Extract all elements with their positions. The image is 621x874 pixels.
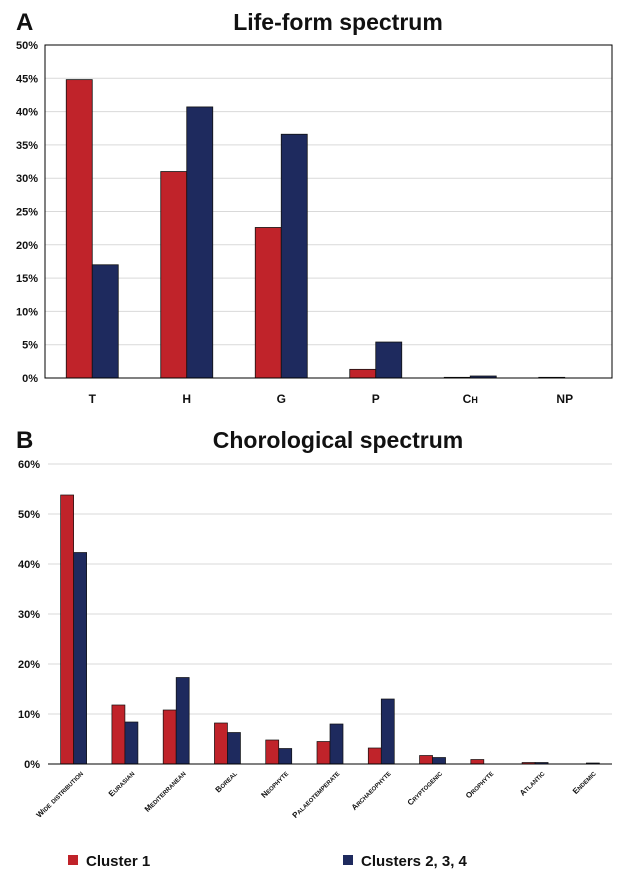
panel-b-bar-eurasian-series-1 xyxy=(111,704,126,765)
panel-b-bar-eurasian-series-2 xyxy=(124,721,139,765)
panel-a-y-tick-30: 30% xyxy=(16,173,38,185)
panel-b-bar-archaeophyte-series-1 xyxy=(367,747,382,765)
panel-b-bar-palaeotemperate-series-1 xyxy=(316,741,331,765)
panel-a-plot-frame xyxy=(44,44,613,379)
panel-a-x-tick-t: T xyxy=(89,392,97,406)
panel-a-letter: A xyxy=(16,9,33,36)
panel-a-y-tick-25: 25% xyxy=(16,207,38,219)
panel-a-y-tick-20: 20% xyxy=(16,240,38,252)
panel-a-y-tick-0: 0% xyxy=(22,373,38,385)
panel-b-bars xyxy=(60,494,600,765)
panel-a-y-tick-50: 50% xyxy=(16,40,38,52)
legend-label-clusters-2-3-4: Clusters 2, 3, 4 xyxy=(361,853,468,870)
panel-b-y-tick-40: 40% xyxy=(18,559,40,571)
panel-b-x-tick-endemic: Endemic xyxy=(571,769,598,796)
panel-a-y-tick-5: 5% xyxy=(22,340,38,352)
panel-a-bar-g-series-1 xyxy=(254,227,282,379)
panel-a-x-tick-p: P xyxy=(372,392,380,406)
panel-b-y-tick-0: 0% xyxy=(24,759,40,771)
panel-b-y-tick-30: 30% xyxy=(18,609,40,621)
panel-b-x-tick-neophyte: Neophyte xyxy=(259,769,290,800)
panel-b-letter: B xyxy=(16,427,33,454)
legend-label-cluster-1: Cluster 1 xyxy=(86,853,150,870)
panel-b-x-tick-boreal: Boreal xyxy=(214,769,240,795)
panel-a-y-tick-45: 45% xyxy=(16,73,38,85)
panel-a-bar-h-series-2 xyxy=(186,106,214,379)
panel-b-x-tick-cryptogenic: Cryptogenic xyxy=(406,769,445,808)
panel-a-gridlines xyxy=(45,44,612,379)
panel-b-x-tick-mediterranean: Mediterranean xyxy=(143,769,188,814)
panel-a-bar-t-series-1 xyxy=(65,79,93,379)
panel-b-bar-boreal-series-1 xyxy=(214,722,228,765)
panel-b-title: Chorological spectrum xyxy=(213,427,463,453)
panel-b-bar-orophyte-series-1 xyxy=(470,759,485,765)
legend: Cluster 1 Clusters 2, 3, 4 xyxy=(68,853,468,870)
panel-a-bars xyxy=(65,79,566,379)
panel-a-title: Life-form spectrum xyxy=(233,9,443,35)
panel-b-bar-cryptogenic-series-2 xyxy=(432,757,446,765)
panel-a-x-tick-np: NP xyxy=(556,392,573,406)
panel-a-y-tick-10: 10% xyxy=(16,306,38,318)
panel-b-bar-archaeophyte-series-2 xyxy=(380,698,395,765)
legend-swatch-cluster-1 xyxy=(68,855,78,865)
panel-a-x-tick-g: G xyxy=(277,392,286,406)
panel-a-life-form: A Life-form spectrum 0% 5% 10% 15% 20% 25% 30%… xyxy=(16,9,613,406)
panel-b-x-tick-orophyte: Orophyte xyxy=(464,769,495,800)
panel-b-bar-neophyte-series-1 xyxy=(265,739,280,765)
panel-a-y-tick-40: 40% xyxy=(16,107,38,119)
panel-a-y-tick-35: 35% xyxy=(16,140,38,152)
panel-b-y-tick-60: 60% xyxy=(18,459,40,471)
panel-b-y-tick-10: 10% xyxy=(18,709,40,721)
legend-swatch-clusters-2-3-4 xyxy=(343,855,353,865)
panel-a-y-tick-15: 15% xyxy=(16,273,38,285)
panel-a-bar-p-series-2 xyxy=(375,341,403,379)
panel-b-bar-boreal-series-2 xyxy=(227,732,241,765)
panel-b-bar-wide-distribution-series-2 xyxy=(73,552,87,765)
panel-a-x-tick-labels: T H G P CH NP xyxy=(89,392,574,406)
panel-a-bar-h-series-1 xyxy=(160,171,188,379)
panel-b-y-tick-50: 50% xyxy=(18,509,40,521)
panel-b-x-tick-labels: Wide distribution Eurasian Mediterranean Bo… xyxy=(35,769,599,820)
panel-b-chorological: B Chorological spectrum 0% 10% 20% 30% 40% 50… xyxy=(16,427,612,820)
panel-b-y-tick-20: 20% xyxy=(18,659,40,671)
panel-a-y-tick-labels: 0% 5% 10% 15% 20% 25% 30% 35% 40% 45% 50% xyxy=(16,40,38,385)
panel-b-bar-mediterranean-series-1 xyxy=(162,709,177,765)
panel-b-x-tick-eurasian: Eurasian xyxy=(107,769,136,798)
panel-a-bar-p-series-1 xyxy=(349,368,377,379)
panel-a-x-tick-ch: CH xyxy=(463,392,478,406)
panel-b-bar-wide-distribution-series-1 xyxy=(60,494,74,765)
panel-b-x-tick-wide-distribution: Wide distribution xyxy=(35,769,86,820)
panel-b-y-tick-labels: 0% 10% 20% 30% 40% 50% 60% xyxy=(18,459,40,771)
panel-a-x-tick-h: H xyxy=(182,392,191,406)
panel-b-x-tick-atlantic: Atlantic xyxy=(518,769,547,798)
panel-a-bar-t-series-2 xyxy=(91,264,119,379)
panel-b-x-tick-archaeophyte: Archaeophyte xyxy=(350,769,393,812)
panel-b-bar-cryptogenic-series-1 xyxy=(419,755,433,765)
panel-b-bar-neophyte-series-2 xyxy=(278,748,293,765)
panel-b-gridlines xyxy=(48,463,612,715)
panel-b-bar-palaeotemperate-series-2 xyxy=(329,723,344,765)
panel-b-bar-mediterranean-series-2 xyxy=(175,677,190,765)
panel-a-bar-g-series-2 xyxy=(280,133,308,379)
panel-b-x-tick-palaeotemperate: Palaeotemperate xyxy=(291,769,342,820)
